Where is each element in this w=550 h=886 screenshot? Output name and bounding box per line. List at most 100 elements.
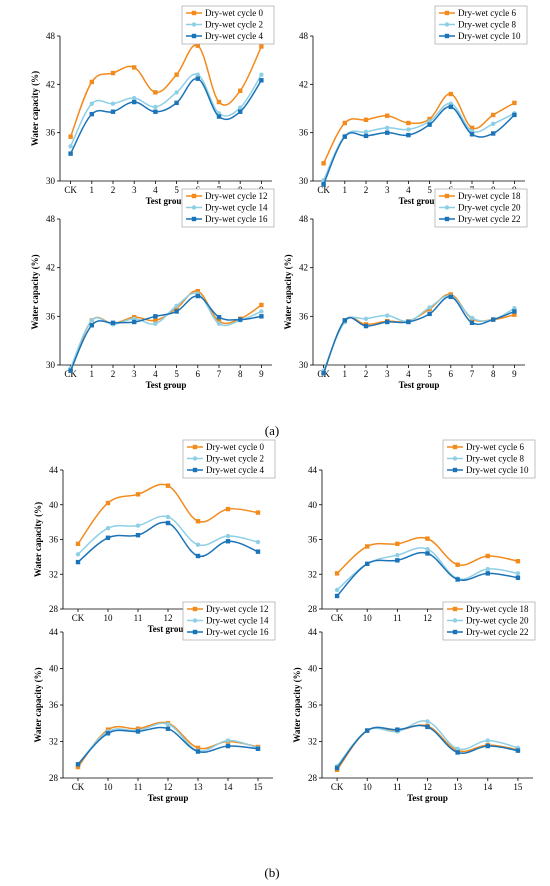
legend-entry-2: Dry-wet cycle 2 bbox=[206, 454, 264, 464]
x-tick-label-4: 4 bbox=[406, 369, 411, 379]
data-point-3-8 bbox=[491, 131, 496, 136]
data-point-3-2 bbox=[363, 133, 369, 139]
x-tick-label-5: 5 bbox=[174, 185, 179, 195]
legend-swatch-marker-2 bbox=[452, 456, 458, 461]
data-point-1-5 bbox=[427, 116, 432, 122]
series-3 bbox=[68, 76, 264, 156]
legend-swatch-marker-1 bbox=[444, 193, 450, 199]
data-point-3-6 bbox=[515, 748, 521, 753]
legend-entry-2: Dry-wet cycle 8 bbox=[458, 20, 516, 30]
legend-swatch-marker-2 bbox=[192, 456, 198, 461]
legend-swatch-marker-1 bbox=[191, 10, 197, 16]
y-axis-title: Water capacity (%) bbox=[292, 667, 302, 742]
data-point-1-4 bbox=[455, 562, 460, 567]
x-tick-label-3: 12 bbox=[423, 782, 432, 792]
data-point-3-2 bbox=[110, 320, 116, 326]
x-tick-label-9: 9 bbox=[512, 369, 517, 379]
x-tick-label-9: 9 bbox=[259, 369, 264, 379]
data-point-1-0 bbox=[75, 541, 81, 547]
series-1 bbox=[68, 288, 264, 373]
legend-swatch-marker-1 bbox=[452, 606, 458, 612]
x-tick-label-0: CK bbox=[72, 782, 85, 792]
data-point-3-3 bbox=[425, 551, 430, 556]
data-point-3-2 bbox=[395, 727, 400, 732]
x-tick-label-3: 3 bbox=[385, 185, 390, 195]
data-point-1-6 bbox=[255, 510, 261, 515]
y-tick-label-1: 36 bbox=[46, 128, 56, 138]
data-point-2-0 bbox=[68, 144, 73, 149]
data-point-3-4 bbox=[153, 109, 158, 114]
panel-label-a: (a) bbox=[265, 423, 279, 438]
series-3 bbox=[334, 551, 521, 599]
x-tick-label-4: 4 bbox=[153, 185, 158, 195]
x-tick-label-2: 2 bbox=[364, 369, 369, 379]
legend-entry-2: Dry-wet cycle 20 bbox=[466, 616, 529, 626]
data-point-1-9 bbox=[259, 302, 264, 308]
legend-entry-3: Dry-wet cycle 16 bbox=[206, 627, 269, 637]
chart-7: 28 32 36 40 44 CK 10 11 12 13 14 15 Test group Water … bbox=[33, 601, 276, 803]
data-point-1-2 bbox=[395, 541, 400, 547]
y-tick-label-0: 28 bbox=[308, 604, 318, 614]
series-3-line bbox=[322, 296, 515, 374]
data-point-3-4 bbox=[406, 132, 411, 138]
legend-entry-2: Dry-wet cycle 14 bbox=[205, 203, 268, 213]
data-point-3-0 bbox=[68, 368, 73, 373]
legend: Dry-wet cycle 18 Dry-wet cycle 20Dry-wet … bbox=[442, 601, 536, 641]
data-point-2-0 bbox=[75, 552, 81, 557]
data-point-3-1 bbox=[365, 728, 370, 733]
legend-entry-2: Dry-wet cycle 14 bbox=[206, 616, 269, 626]
series-1-line bbox=[77, 483, 259, 545]
y-axis-title: Water capacity (%) bbox=[30, 71, 40, 146]
data-point-3-9 bbox=[259, 78, 264, 83]
x-axis-title: Test group bbox=[148, 624, 189, 634]
legend-entry-3: Dry-wet cycle 10 bbox=[466, 465, 529, 475]
data-point-1-2 bbox=[363, 117, 369, 122]
data-point-3-8 bbox=[491, 317, 496, 322]
x-tick-label-2: 11 bbox=[134, 782, 143, 792]
legend-entry-3: Dry-wet cycle 22 bbox=[458, 214, 520, 224]
legend-swatch-marker-3 bbox=[444, 33, 450, 39]
series-1-line bbox=[322, 93, 515, 164]
y-tick-label-4: 44 bbox=[49, 465, 59, 475]
data-point-1-8 bbox=[238, 88, 243, 93]
series-3 bbox=[68, 293, 264, 373]
data-point-2-4 bbox=[153, 321, 158, 326]
data-point-1-3 bbox=[132, 65, 137, 70]
x-tick-label-1: 10 bbox=[104, 782, 114, 792]
data-point-3-8 bbox=[238, 109, 243, 114]
data-point-3-6 bbox=[448, 104, 453, 110]
series-3-line bbox=[69, 77, 263, 154]
legend: Dry-wet cycle 18 Dry-wet cycle 20Dry-wet … bbox=[434, 188, 528, 228]
data-point-3-7 bbox=[469, 132, 475, 137]
data-point-2-0 bbox=[334, 587, 340, 593]
y-tick-label-0: 28 bbox=[308, 773, 318, 783]
data-point-2-4 bbox=[153, 104, 158, 110]
y-tick-label-2: 42 bbox=[299, 263, 308, 273]
y-tick-label-1: 32 bbox=[49, 569, 58, 579]
data-point-2-7 bbox=[469, 315, 475, 321]
x-tick-label-3: 3 bbox=[385, 369, 390, 379]
legend-swatch-marker-3 bbox=[192, 629, 198, 635]
data-point-3-6 bbox=[255, 549, 261, 554]
x-tick-label-5: 14 bbox=[224, 782, 234, 792]
series-2-line bbox=[69, 292, 262, 369]
data-point-2-1 bbox=[105, 526, 111, 531]
data-point-3-5 bbox=[485, 571, 490, 576]
x-tick-label-3: 3 bbox=[132, 185, 137, 195]
y-tick-label-0: 28 bbox=[49, 773, 59, 783]
data-point-3-1 bbox=[342, 318, 347, 323]
data-point-3-6 bbox=[255, 746, 261, 751]
data-point-2-5 bbox=[427, 305, 432, 310]
data-point-2-1 bbox=[89, 101, 95, 106]
data-point-2-3 bbox=[132, 95, 137, 101]
y-tick-label-2: 42 bbox=[299, 79, 308, 89]
data-point-3-2 bbox=[363, 323, 369, 329]
series-2 bbox=[321, 101, 517, 183]
